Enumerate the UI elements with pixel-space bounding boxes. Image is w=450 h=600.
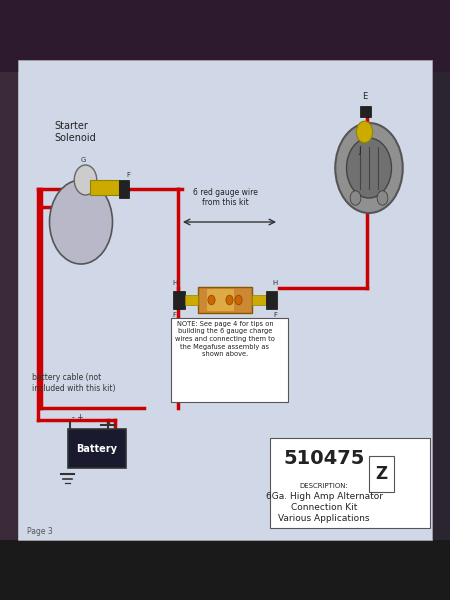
Circle shape [208, 295, 215, 305]
Text: Starter
Solenoid: Starter Solenoid [54, 121, 96, 143]
Bar [360, 106, 371, 117]
Text: F: F [126, 172, 130, 178]
Text: G: G [81, 157, 86, 163]
Text: F: F [173, 312, 176, 318]
Circle shape [377, 191, 388, 205]
Text: Battery: Battery [76, 443, 117, 454]
Text: Connection Kit: Connection Kit [291, 503, 357, 512]
Bar [68, 429, 126, 468]
FancyBboxPatch shape [18, 60, 432, 540]
Circle shape [235, 295, 242, 305]
Text: Assembled Megafuse: Assembled Megafuse [180, 327, 270, 336]
Circle shape [356, 121, 373, 143]
Text: 510475: 510475 [284, 449, 364, 469]
Circle shape [74, 165, 97, 195]
Text: H: H [273, 280, 278, 286]
FancyBboxPatch shape [432, 72, 450, 540]
Text: Page 3: Page 3 [27, 527, 53, 535]
Text: E: E [362, 92, 367, 101]
Bar [369, 456, 394, 492]
Bar [198, 287, 252, 313]
Bar [270, 438, 430, 528]
Circle shape [350, 191, 361, 205]
FancyBboxPatch shape [0, 540, 450, 600]
Text: Various Applications: Various Applications [278, 514, 370, 523]
Text: 6Ga. High Amp Alternator: 6Ga. High Amp Alternator [266, 492, 382, 502]
Text: J: J [359, 146, 361, 155]
Text: battery cable (not
included with this kit): battery cable (not included with this ki… [32, 373, 115, 393]
Bar [266, 291, 277, 309]
Text: - +: - + [72, 413, 84, 422]
Circle shape [335, 123, 403, 213]
Bar [90, 180, 119, 195]
Text: F: F [274, 312, 277, 318]
Bar [173, 291, 184, 309]
Text: H: H [172, 280, 177, 286]
Bar [171, 318, 288, 402]
Text: NOTE: See page 4 for tips on
building the 6 gauge charge
wires and connecting th: NOTE: See page 4 for tips on building th… [175, 321, 275, 357]
Bar [119, 180, 129, 198]
Text: Z: Z [376, 465, 387, 483]
Text: 6 red gauge wire
from this kit: 6 red gauge wire from this kit [193, 188, 257, 207]
Bar [207, 289, 234, 311]
Circle shape [346, 138, 392, 198]
Circle shape [50, 180, 112, 264]
Text: DESCRIPTION:: DESCRIPTION: [300, 483, 348, 489]
Circle shape [226, 295, 233, 305]
Bar [184, 295, 198, 305]
FancyBboxPatch shape [0, 0, 450, 72]
FancyBboxPatch shape [0, 72, 18, 540]
Bar [252, 295, 266, 305]
